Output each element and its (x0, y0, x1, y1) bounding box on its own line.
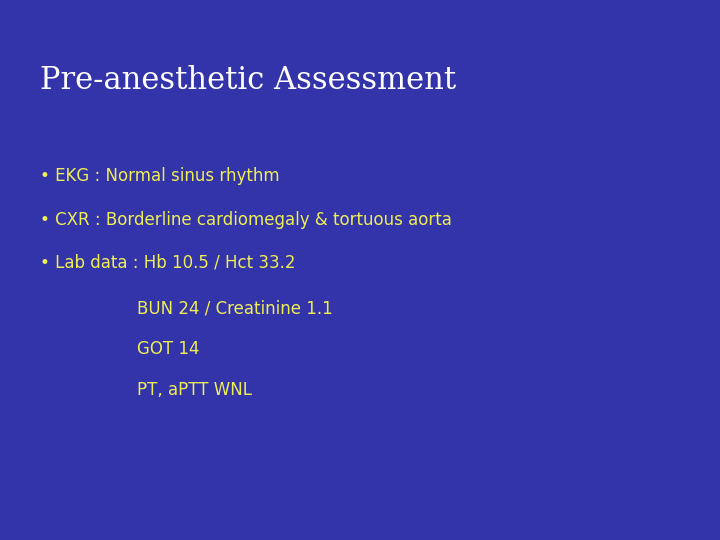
Text: • CXR : Borderline cardiomegaly & tortuous aorta: • CXR : Borderline cardiomegaly & tortuo… (40, 211, 451, 228)
Text: GOT 14: GOT 14 (137, 340, 199, 358)
Text: • EKG : Normal sinus rhythm: • EKG : Normal sinus rhythm (40, 167, 279, 185)
Text: BUN 24 / Creatinine 1.1: BUN 24 / Creatinine 1.1 (137, 300, 333, 318)
Text: • Lab data : Hb 10.5 / Hct 33.2: • Lab data : Hb 10.5 / Hct 33.2 (40, 254, 295, 272)
Text: Pre-anesthetic Assessment: Pre-anesthetic Assessment (40, 65, 456, 96)
Text: PT, aPTT WNL: PT, aPTT WNL (137, 381, 252, 399)
